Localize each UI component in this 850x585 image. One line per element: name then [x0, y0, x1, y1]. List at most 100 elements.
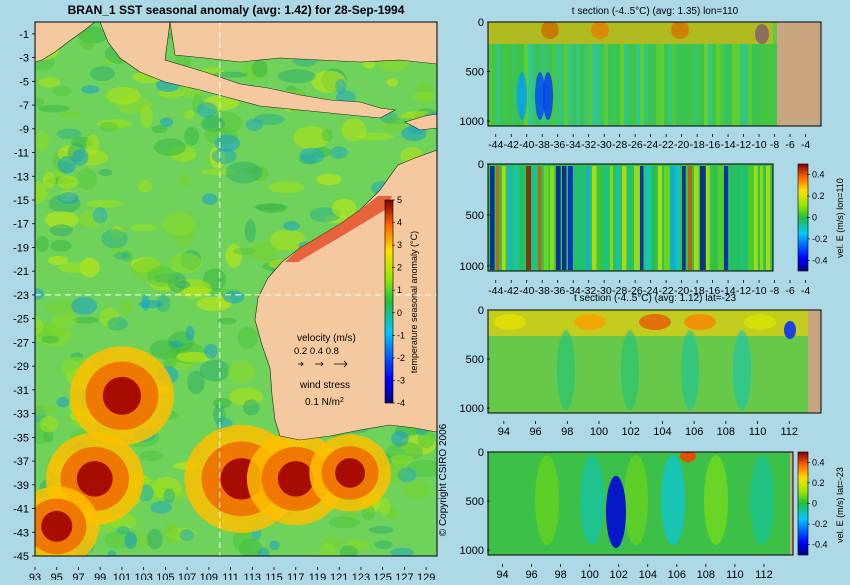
map-anomaly-patch: [278, 69, 316, 84]
map-colorbar-tick-label: 1: [397, 285, 402, 295]
panel2-colorbar-tick-label: 0.4: [812, 170, 825, 180]
panel4-colorbar-tick-label: -0.4: [812, 540, 828, 550]
panel2-column: [646, 166, 651, 270]
map-cold-patch: [269, 540, 280, 551]
map-y-tick-label: -7: [19, 100, 29, 112]
map-anomaly-patch: [47, 255, 69, 265]
panel2-field: [488, 164, 773, 271]
panel2-column: [568, 166, 573, 270]
map-anomaly-patch: [116, 526, 130, 535]
panel1-land: [777, 22, 821, 126]
panel1-column: [676, 44, 680, 126]
panel1-x-tick-label: -10: [751, 139, 766, 151]
panel1-y-tick-label: 0: [478, 17, 484, 29]
map-anomaly-patch: [389, 454, 415, 464]
panel2-column: [622, 166, 627, 270]
panel2-column: [718, 166, 724, 270]
panel2-column: [526, 166, 532, 270]
panel2-column: [508, 166, 512, 270]
panel2-column: [724, 166, 729, 270]
panel1-column: [552, 44, 556, 126]
land-indonesia-north: [169, 22, 437, 65]
panel1-column: [752, 44, 756, 126]
panel1-x-tick-label: -38: [535, 139, 550, 151]
map-anomaly-patch: [139, 450, 164, 461]
panel3-y-tick-label: 0: [478, 305, 484, 317]
panel3-x-tick-label: 94: [498, 426, 510, 438]
panel3-y-tick-label: 500: [466, 354, 484, 366]
map-x-tick-label: 129: [417, 572, 435, 580]
panel1-x-tick-label: -30: [597, 139, 612, 151]
panel3-cold-spot: [784, 321, 796, 339]
panel1-column: [572, 44, 576, 126]
map-anomaly-patch: [35, 98, 45, 107]
panel4-column: [580, 455, 604, 545]
map-cold-patch: [58, 192, 79, 205]
panel2-x-tick-label: -8: [770, 285, 779, 297]
panel1-title: t section (-4..5°C) (avg: 1.35) lon=110: [572, 6, 739, 17]
panel2-column: [610, 166, 614, 270]
map-anomaly-patch: [113, 251, 131, 260]
map-anomaly-patch: [248, 241, 278, 262]
panel1-x-tick-label: -34: [566, 139, 581, 151]
map-anomaly-patch: [41, 335, 60, 344]
panel1-x-tick-label: -32: [581, 139, 596, 151]
wind-stress-value: 0.1 N/m2: [305, 397, 344, 409]
map-x-tick-label: 123: [352, 572, 370, 580]
map-anomaly-patch: [242, 399, 260, 416]
panel2-x-tick-label: -40: [519, 285, 534, 297]
panel1-column: [700, 44, 704, 126]
land-java: [99, 22, 396, 119]
panel2-column: [592, 166, 597, 270]
map-anomaly-patch: [35, 190, 50, 201]
panel2-column: [490, 166, 495, 270]
panel1-column: [508, 44, 512, 126]
panel2-x-tick-label: -32: [581, 285, 596, 297]
panel4-x-tick-label: 106: [668, 569, 686, 580]
panel3-y-ticks: 0 500 1000: [460, 305, 490, 415]
panel4-x-tick-label: 96: [525, 569, 537, 580]
map-anomaly-patch: [35, 235, 49, 252]
map-colorbar-tick-label: -2: [397, 353, 405, 363]
panel1-column: [504, 44, 508, 126]
map-anomaly-patch: [163, 521, 178, 546]
map-anomaly-patch: [99, 121, 119, 132]
map-anomaly-patch: [72, 316, 100, 324]
panel2-colorbar-tick-label: 0.2: [812, 191, 825, 201]
map-y-tick-label: -3: [19, 53, 29, 65]
map-cold-patch: [390, 547, 415, 556]
map-cold-patch: [92, 207, 108, 224]
panel1-column: [760, 44, 764, 126]
map-colorbar-tick-label: -4: [397, 398, 405, 408]
map-y-tick-label: -45: [13, 551, 29, 563]
map-anomaly-patch: [379, 497, 391, 516]
panel3-field: [488, 310, 821, 413]
map-anomaly-patch: [227, 361, 256, 384]
panel3-x-tick-label: 96: [529, 426, 541, 438]
map-anomaly-patch: [35, 130, 50, 151]
map-anomaly-patch: [232, 528, 253, 552]
panel4-column: [624, 455, 648, 545]
map-anomaly-patch: [169, 252, 203, 274]
map-area: [35, 22, 437, 556]
panel3-land: [808, 310, 821, 413]
map-x-tick-label: 107: [178, 572, 196, 580]
map-y-tick-label: -25: [13, 314, 29, 326]
panel1-column: [532, 44, 536, 126]
map-anomaly-patch: [213, 71, 248, 78]
map-x-ticks: 93 95 97 99 101 103 105 107 109 111 113 115 117 119 12…: [29, 567, 435, 584]
warm-anomaly-core: [335, 458, 366, 488]
panel2-column: [664, 166, 670, 270]
panel1-x-tick-label: -6: [785, 139, 794, 151]
panel2-x-tick-label: -12: [736, 285, 751, 297]
panel1-x-tick-label: -18: [689, 139, 704, 151]
map-y-tick-label: -31: [13, 385, 29, 397]
panel1-column: [636, 44, 640, 126]
panel1-column: [716, 44, 720, 126]
warm-anomaly-core: [277, 461, 314, 497]
panel2-column: [538, 166, 542, 270]
panel2-column: [766, 166, 771, 270]
map-x-tick-label: 121: [330, 572, 348, 580]
